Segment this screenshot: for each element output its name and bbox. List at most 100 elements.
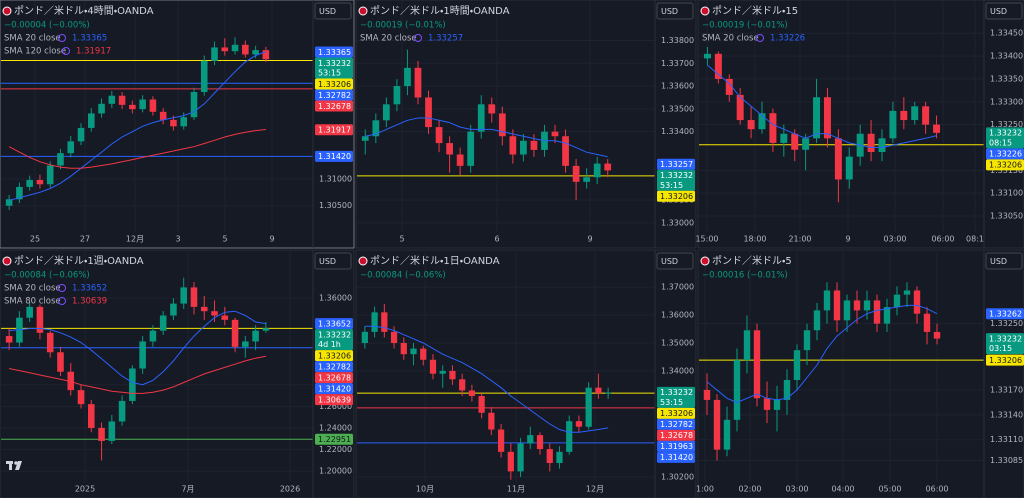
currency-label[interactable]: USD bbox=[661, 257, 678, 266]
currency-button[interactable]: USD bbox=[985, 252, 1023, 270]
candle-body bbox=[900, 110, 908, 121]
currency-button[interactable]: USD bbox=[656, 252, 694, 270]
chart-panel: 1.338001.337001.336001.335001.334001.331… bbox=[355, 0, 697, 249]
currency-box[interactable] bbox=[656, 2, 694, 20]
candle-body bbox=[498, 113, 506, 137]
candle-body bbox=[425, 97, 432, 128]
candle-body bbox=[604, 163, 612, 171]
sma-line bbox=[706, 304, 938, 403]
currency-label[interactable]: USD bbox=[661, 7, 678, 16]
currency-box[interactable] bbox=[314, 252, 352, 270]
currency-label[interactable]: USD bbox=[990, 257, 1007, 266]
price-tag bbox=[315, 89, 353, 101]
price-tag-label: 1.31420 bbox=[660, 453, 693, 462]
plot-area bbox=[1, 251, 313, 482]
symbol-flag bbox=[358, 256, 368, 266]
price-tag-countdown: 53:15 bbox=[660, 398, 683, 407]
candle-body bbox=[459, 379, 466, 391]
symbol-flag bbox=[2, 6, 12, 16]
currency-box[interactable] bbox=[985, 252, 1023, 270]
candle-body bbox=[242, 44, 249, 55]
candle-body bbox=[566, 421, 573, 452]
candle-body bbox=[883, 307, 891, 324]
price-tag bbox=[315, 78, 353, 90]
currency-label[interactable]: USD bbox=[319, 257, 336, 266]
candle-body bbox=[410, 348, 417, 355]
candle-body bbox=[170, 119, 177, 127]
x-tick-label: 06:00 bbox=[931, 235, 954, 244]
y-tick-label: 1.33100 bbox=[990, 189, 1023, 198]
x-tick-label: 11月 bbox=[507, 485, 525, 494]
candle-body bbox=[262, 328, 270, 331]
y-tick-label: 1.33140 bbox=[990, 410, 1023, 419]
candle-body bbox=[129, 104, 136, 110]
y-tick-label: 1.33700 bbox=[661, 59, 694, 68]
y-tick-label: 1.36000 bbox=[319, 294, 352, 303]
chart-title: ポンド／米ドル・5 bbox=[712, 254, 792, 267]
candle-body bbox=[231, 319, 239, 347]
price-tag bbox=[986, 148, 1024, 160]
candle-body bbox=[404, 67, 411, 87]
candle-body bbox=[863, 300, 871, 311]
price-tag-label: 1.33262 bbox=[989, 309, 1022, 318]
price-tag-label: 1.32678 bbox=[660, 431, 693, 440]
price-tag bbox=[657, 418, 695, 430]
candle-body bbox=[834, 138, 842, 180]
candle-body bbox=[736, 94, 744, 121]
currency-label[interactable]: USD bbox=[319, 7, 336, 16]
x-tick-label: 18:00 bbox=[743, 235, 766, 244]
candle-body bbox=[478, 396, 485, 413]
candle-body bbox=[449, 370, 456, 380]
x-tick-label: 03:00 bbox=[785, 485, 808, 494]
y-tick-label: 1.33000 bbox=[661, 218, 694, 227]
candle-body bbox=[845, 156, 853, 180]
price-tag-label: 1.33232 bbox=[989, 334, 1022, 343]
indicator-value: 1.31917 bbox=[76, 47, 111, 57]
x-tick-label: 02:00 bbox=[738, 485, 761, 494]
currency-box[interactable] bbox=[985, 2, 1023, 20]
candle-body bbox=[400, 343, 407, 355]
candle-body bbox=[390, 331, 398, 344]
sma-line bbox=[8, 51, 267, 201]
price-tag bbox=[315, 150, 353, 162]
panel-background bbox=[0, 0, 355, 249]
candle-body bbox=[231, 44, 239, 52]
chart-title: ポンド／米ドル・1週・OANDA bbox=[14, 254, 144, 267]
price-tag-label: 1.22951 bbox=[318, 435, 351, 444]
sma-line bbox=[707, 64, 937, 148]
currency-box[interactable] bbox=[314, 2, 352, 20]
currency-button[interactable]: USD bbox=[314, 252, 352, 270]
candle-body bbox=[372, 120, 380, 137]
candle-body bbox=[780, 133, 788, 143]
candle-body bbox=[221, 47, 229, 52]
candle-body bbox=[488, 412, 495, 430]
currency-button[interactable]: USD bbox=[314, 2, 352, 20]
candle-body bbox=[763, 398, 771, 410]
y-tick-label: 1.34000 bbox=[661, 366, 694, 375]
tv-logo-v bbox=[15, 461, 22, 470]
price-tag-label: 1.32782 bbox=[660, 420, 693, 429]
candle-body bbox=[520, 140, 527, 155]
candle-body bbox=[923, 313, 931, 332]
candle-body bbox=[703, 389, 711, 400]
candle-body bbox=[46, 165, 54, 185]
price-tag bbox=[657, 429, 695, 441]
currency-button[interactable]: USD bbox=[985, 2, 1023, 20]
candle-body bbox=[843, 300, 851, 321]
candle-body bbox=[769, 113, 777, 143]
price-tag-label: 1.33257 bbox=[660, 160, 693, 169]
candle-body bbox=[747, 120, 755, 130]
x-tick-label: 5 bbox=[222, 235, 227, 244]
currency-label[interactable]: USD bbox=[990, 7, 1007, 16]
sma-line bbox=[365, 117, 608, 158]
indicator-value: 1.33226 bbox=[770, 34, 805, 44]
candle-body bbox=[420, 348, 427, 360]
currency-box[interactable] bbox=[656, 252, 694, 270]
candle-body bbox=[507, 451, 514, 472]
currency-button[interactable]: USD bbox=[656, 2, 694, 20]
chart-panel: 1.37000 1.36000 1.35000 1.34000 1.30200 10月 11… bbox=[355, 249, 697, 498]
candle-body bbox=[98, 427, 105, 441]
x-tick-label: 25 bbox=[30, 235, 40, 244]
price-tag bbox=[315, 361, 353, 373]
